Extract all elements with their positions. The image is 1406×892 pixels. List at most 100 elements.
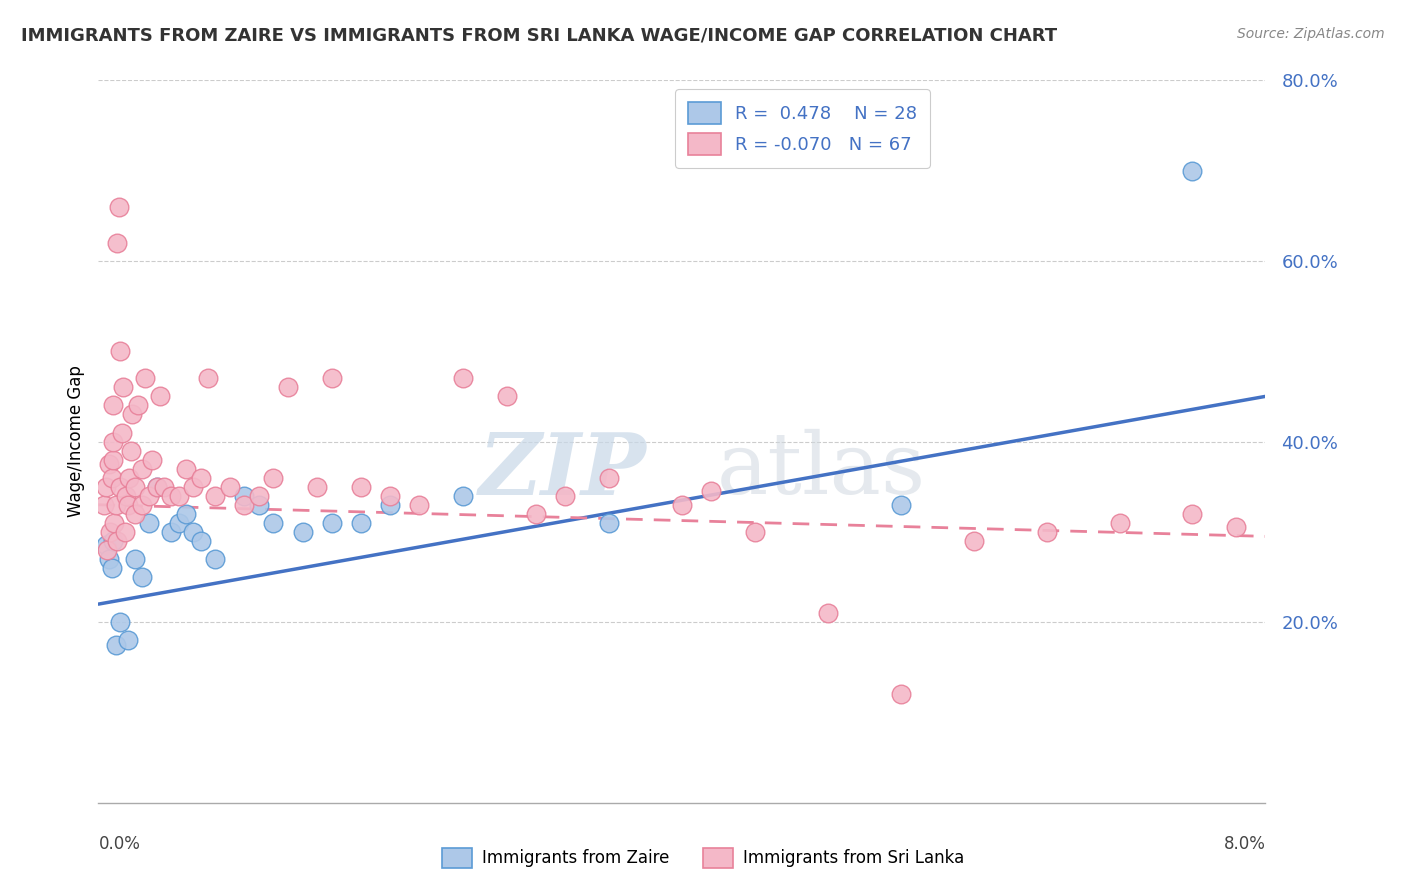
Point (291, 524, 314, 539)
Point (117, 498, 139, 512)
Point (105, 533, 128, 548)
Point (146, 480, 169, 494)
Point (117, 633, 139, 648)
Point (350, 516, 373, 530)
Text: ZIP: ZIP (479, 429, 647, 512)
Point (181, 524, 204, 539)
Point (962, 533, 984, 548)
Point (451, 489, 474, 503)
Point (598, 516, 620, 530)
Point (124, 480, 146, 494)
Point (1108, 516, 1130, 530)
Point (218, 480, 240, 494)
Point (110, 344, 132, 359)
Point (190, 471, 212, 485)
Point (112, 380, 135, 394)
Point (671, 498, 693, 512)
Text: Source: ZipAtlas.com: Source: ZipAtlas.com (1237, 27, 1385, 41)
Point (167, 489, 190, 503)
Point (96, 542, 118, 557)
Point (817, 606, 839, 620)
Point (247, 498, 270, 512)
Point (321, 371, 343, 385)
Point (100, 561, 122, 575)
Point (524, 507, 547, 521)
Point (1035, 524, 1057, 539)
Legend: R =  0.478    N = 28, R = -0.070   N = 67: R = 0.478 N = 28, R = -0.070 N = 67 (675, 89, 929, 168)
Point (110, 480, 132, 494)
Point (204, 489, 226, 503)
Text: 0.0%: 0.0% (98, 835, 141, 854)
Point (890, 687, 912, 701)
Point (146, 480, 169, 494)
Point (104, 638, 127, 652)
Point (890, 498, 912, 512)
Point (94, 480, 117, 494)
Point (97, 457, 120, 471)
Point (131, 461, 153, 475)
Point (233, 489, 256, 503)
Point (350, 480, 373, 494)
Point (451, 371, 474, 385)
Point (307, 480, 329, 494)
Point (134, 371, 156, 385)
Point (247, 489, 270, 503)
Point (190, 533, 212, 548)
Point (554, 489, 576, 503)
Text: IMMIGRANTS FROM ZAIRE VS IMMIGRANTS FROM SRI LANKA WAGE/INCOME GAP CORRELATION C: IMMIGRANTS FROM ZAIRE VS IMMIGRANTS FROM… (21, 27, 1057, 45)
Point (93, 498, 115, 512)
Point (111, 425, 134, 440)
Point (124, 507, 146, 521)
Point (197, 371, 219, 385)
Point (101, 398, 124, 412)
Text: 8.0%: 8.0% (1223, 835, 1265, 854)
Point (262, 471, 284, 485)
Point (105, 235, 128, 250)
Point (1225, 520, 1247, 534)
Point (103, 516, 125, 530)
Point (174, 461, 197, 475)
Point (744, 524, 766, 539)
Point (181, 480, 204, 494)
Point (262, 516, 284, 530)
Point (167, 516, 190, 530)
Point (120, 443, 142, 458)
Point (114, 524, 136, 539)
Point (149, 389, 172, 403)
Point (101, 533, 124, 548)
Legend: Immigrants from Zaire, Immigrants from Sri Lanka: Immigrants from Zaire, Immigrants from S… (436, 841, 970, 875)
Point (321, 516, 343, 530)
Point (115, 489, 138, 503)
Point (98, 524, 121, 539)
Point (598, 471, 620, 485)
Point (153, 480, 176, 494)
Y-axis label: Wage/Income Gap: Wage/Income Gap (66, 366, 84, 517)
Point (174, 507, 197, 521)
Point (700, 484, 723, 499)
Point (131, 498, 153, 512)
Point (277, 380, 299, 394)
Point (496, 389, 519, 403)
Point (100, 471, 122, 485)
Point (138, 516, 160, 530)
Point (108, 200, 131, 214)
Point (121, 408, 143, 422)
Point (160, 524, 183, 539)
Point (104, 498, 127, 512)
Point (94, 538, 117, 552)
Point (110, 615, 132, 630)
Text: atlas: atlas (717, 429, 927, 512)
Point (131, 570, 153, 584)
Point (160, 489, 183, 503)
Point (380, 489, 402, 503)
Point (138, 489, 160, 503)
Point (101, 434, 124, 449)
Point (204, 552, 226, 566)
Point (97, 552, 120, 566)
Point (124, 552, 146, 566)
Point (101, 452, 124, 467)
Point (408, 498, 430, 512)
Point (380, 498, 402, 512)
Point (141, 452, 163, 467)
Point (118, 471, 141, 485)
